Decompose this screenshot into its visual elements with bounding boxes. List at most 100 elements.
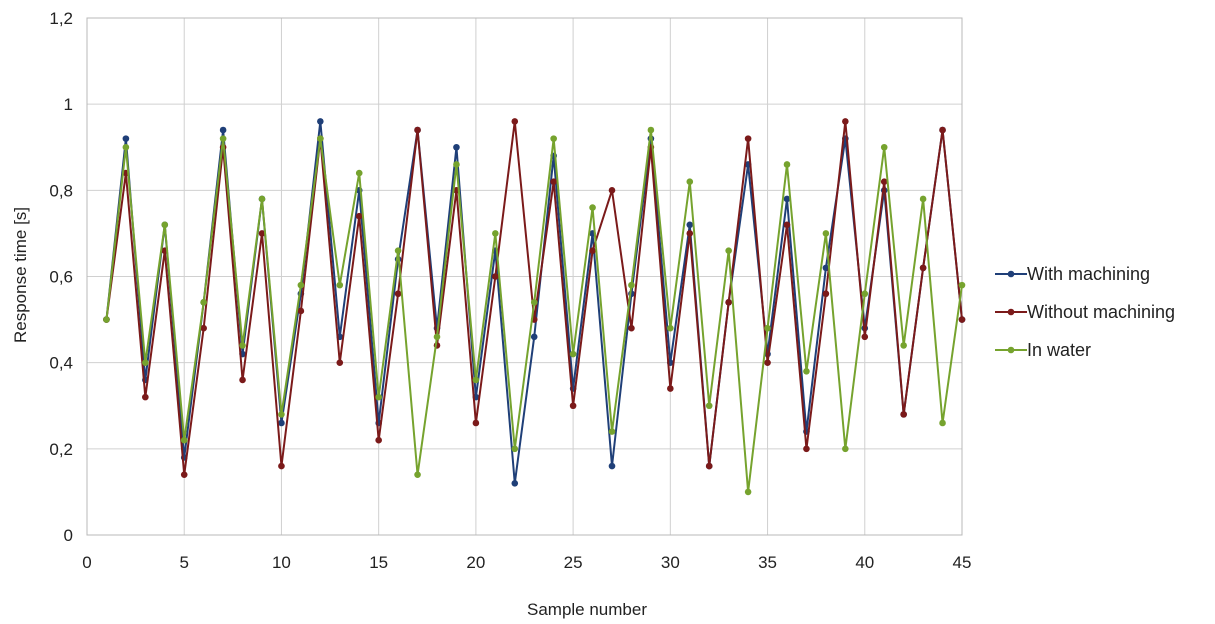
x-tick-label: 35 <box>758 553 777 572</box>
data-point-without-machining <box>628 324 635 332</box>
y-tick-label: 1,2 <box>49 9 73 28</box>
data-point-without-machining <box>822 290 830 298</box>
data-point-without-machining <box>414 126 421 134</box>
data-point-without-machining <box>297 307 305 315</box>
data-point-with-machining <box>511 480 519 487</box>
x-tick-label: 5 <box>179 553 188 572</box>
data-point-in-water <box>550 135 557 142</box>
legend: With machining Without machining In water <box>995 264 1175 360</box>
data-point-with-machining <box>317 118 324 125</box>
data-point-in-water <box>200 299 207 306</box>
data-point-in-water <box>900 342 907 349</box>
data-point-without-machining <box>589 247 596 254</box>
data-point-without-machining <box>239 376 246 384</box>
x-tick-label: 10 <box>272 553 291 572</box>
data-point-in-water <box>919 195 927 203</box>
series-group <box>103 118 966 496</box>
data-point-without-machining <box>725 299 732 306</box>
legend-item-with-machining: With machining <box>995 264 1150 284</box>
data-point-with-machining <box>122 135 130 142</box>
data-point-without-machining <box>278 462 285 470</box>
data-point-in-water <box>317 135 324 142</box>
data-point-in-water <box>861 290 869 298</box>
data-point-in-water <box>511 445 519 453</box>
plot-area-border <box>86 17 963 536</box>
data-point-in-water <box>647 126 655 134</box>
data-point-in-water <box>783 161 791 168</box>
x-tick-label: 0 <box>82 553 91 572</box>
data-point-with-machining <box>278 419 285 427</box>
data-point-without-machining <box>550 178 557 186</box>
data-point-in-water <box>355 169 363 177</box>
data-point-in-water <box>122 143 130 151</box>
data-point-in-water <box>278 411 285 418</box>
data-point-in-water <box>336 281 344 289</box>
x-tick-label: 20 <box>466 553 485 572</box>
data-point-in-water <box>842 445 849 453</box>
data-point-without-machining <box>861 333 869 341</box>
data-point-in-water <box>414 471 421 478</box>
data-point-in-water <box>569 350 577 358</box>
data-point-without-machining <box>842 118 849 125</box>
series-in-water <box>103 126 966 496</box>
data-point-in-water <box>822 230 830 237</box>
x-tick-label: 30 <box>661 553 680 572</box>
data-point-without-machining <box>939 126 946 134</box>
data-point-without-machining <box>686 230 694 237</box>
data-point-without-machining <box>142 393 149 401</box>
data-point-in-water <box>394 247 402 254</box>
data-point-without-machining <box>511 118 519 125</box>
data-point-without-machining <box>783 221 791 229</box>
data-point-in-water <box>375 393 382 401</box>
data-point-in-water <box>744 488 752 496</box>
y-tick-label: 0,8 <box>49 181 73 200</box>
data-point-in-water <box>705 402 713 410</box>
data-point-in-water <box>219 135 227 142</box>
x-tick-label: 25 <box>564 553 583 572</box>
legend-swatch-marker <box>1007 270 1015 278</box>
data-point-without-machining <box>667 385 674 392</box>
y-tick-label: 0,6 <box>49 268 73 287</box>
data-point-without-machining <box>569 402 577 410</box>
data-point-without-machining <box>744 135 752 142</box>
y-tick-label: 0 <box>64 526 73 545</box>
data-point-with-machining <box>453 143 460 151</box>
data-point-in-water <box>608 428 616 435</box>
legend-label: In water <box>1027 340 1091 360</box>
data-point-with-machining <box>783 195 791 203</box>
legend-item-in-water: In water <box>995 340 1091 360</box>
data-point-with-machining <box>219 126 227 134</box>
legend-label: Without machining <box>1027 302 1175 322</box>
y-tick-label: 0,4 <box>49 354 73 373</box>
data-point-without-machining <box>472 419 480 427</box>
data-point-in-water <box>958 281 966 289</box>
y-axis-label: Response time [s] <box>11 207 30 343</box>
data-point-in-water <box>492 230 499 237</box>
data-point-in-water <box>939 419 946 427</box>
data-point-without-machining <box>764 359 771 366</box>
y-axis-ticks: 0 0,2 0,4 0,6 0,8 1 1,2 <box>49 9 73 545</box>
data-point-in-water <box>180 436 188 444</box>
y-tick-label: 1 <box>64 95 73 114</box>
data-point-without-machining <box>608 187 616 194</box>
data-point-with-machining <box>686 221 694 229</box>
data-point-with-machining <box>608 462 616 470</box>
data-point-without-machining <box>919 264 927 272</box>
data-point-with-machining <box>822 264 830 272</box>
data-point-in-water <box>725 247 732 254</box>
data-point-in-water <box>880 143 888 151</box>
data-point-without-machining <box>200 324 207 332</box>
data-point-without-machining <box>705 462 713 470</box>
data-point-without-machining <box>355 212 363 220</box>
legend-label: With machining <box>1027 264 1150 284</box>
data-point-in-water <box>103 316 110 323</box>
data-point-with-machining <box>530 333 538 341</box>
data-point-without-machining <box>958 316 966 323</box>
data-point-in-water <box>472 376 480 384</box>
legend-swatch-marker <box>1007 308 1015 316</box>
data-point-without-machining <box>180 471 188 478</box>
y-tick-label: 0,2 <box>49 440 73 459</box>
x-tick-label: 15 <box>369 553 388 572</box>
data-point-without-machining <box>492 273 499 280</box>
data-point-in-water <box>530 299 538 306</box>
